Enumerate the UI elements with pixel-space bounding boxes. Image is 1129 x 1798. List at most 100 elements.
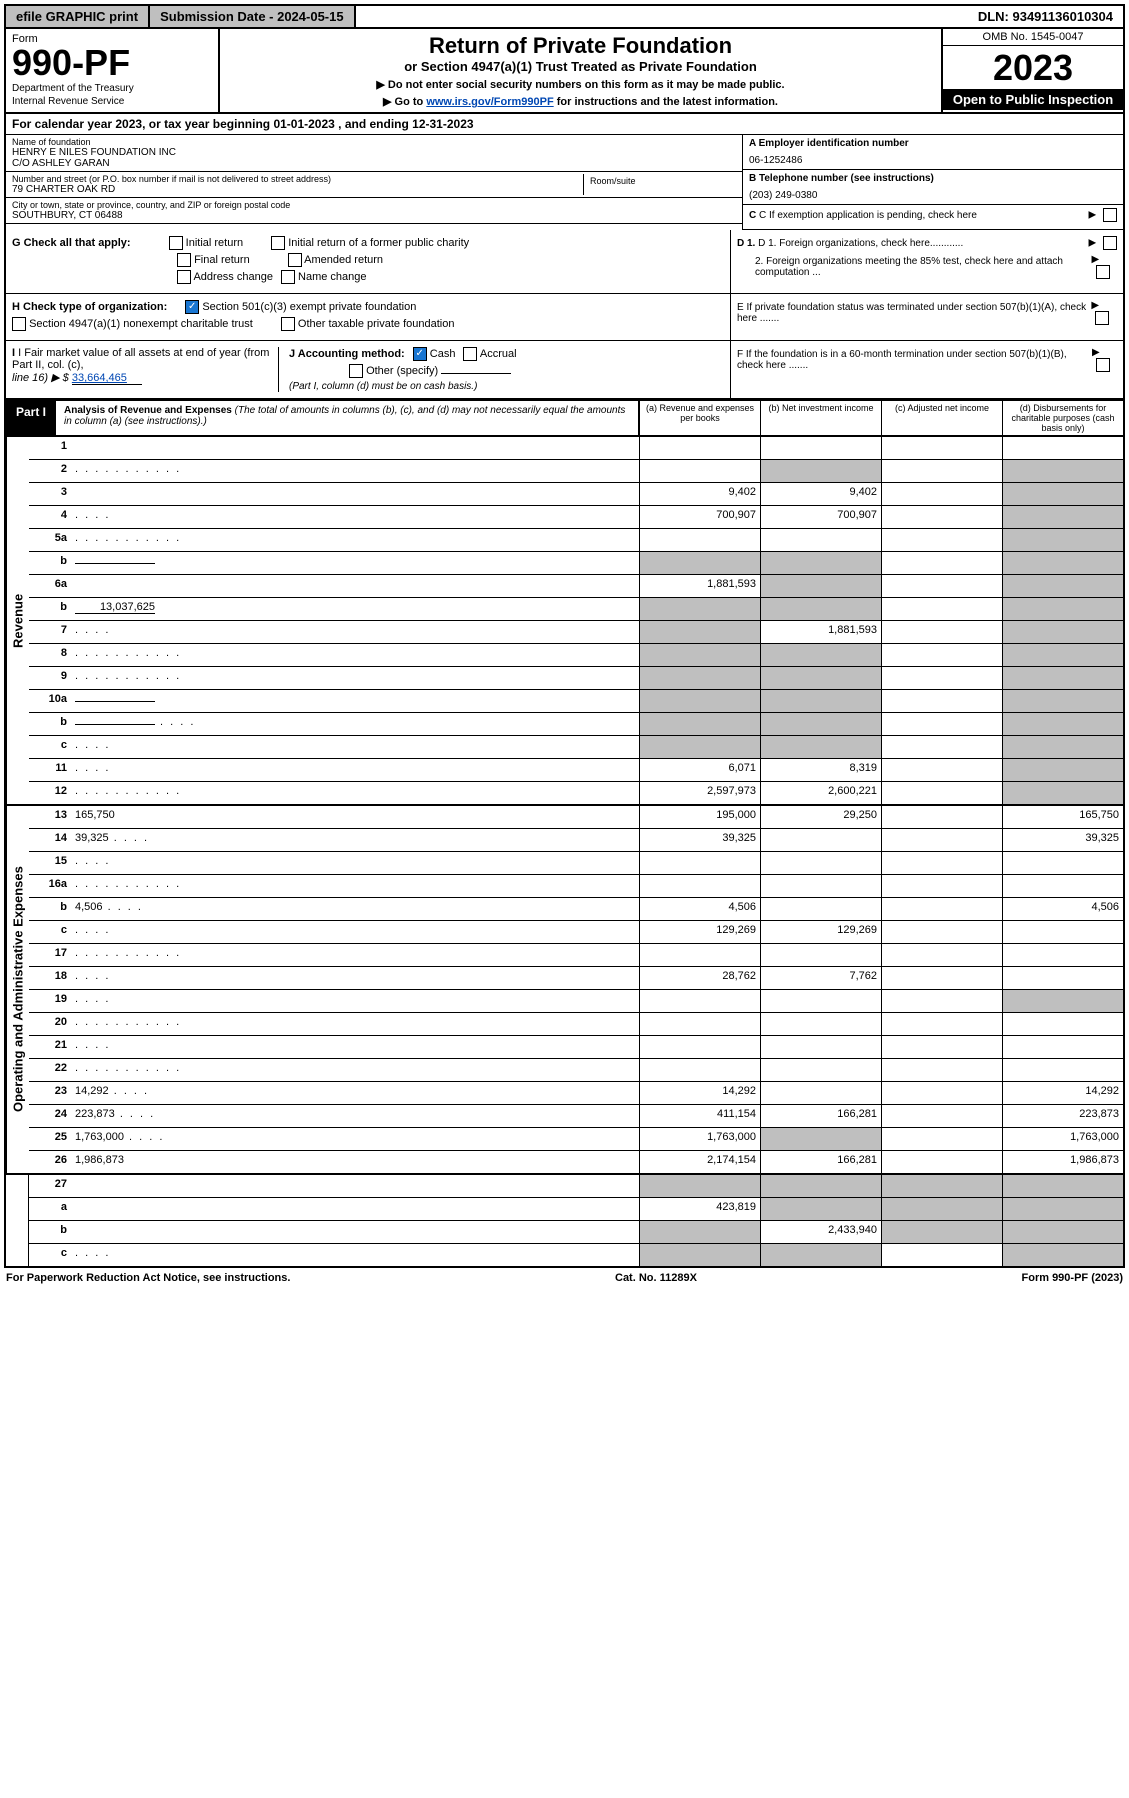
final-return-check[interactable] [177, 253, 191, 267]
ij-section: I I Fair market value of all assets at e… [4, 341, 1125, 400]
row-description: 1,986,873 [71, 1151, 639, 1173]
accrual-check[interactable] [463, 347, 477, 361]
revenue-table: Revenue 1239,4029,4024700,907700,9075ab … [4, 437, 1125, 806]
row-number: 18 [29, 967, 71, 989]
cell-col-d [1002, 598, 1123, 620]
cell-col-a [639, 529, 760, 551]
open-public: Open to Public Inspection [943, 89, 1123, 110]
row-description [71, 990, 639, 1012]
cell-col-d [1002, 967, 1123, 989]
cell-col-d [1002, 644, 1123, 666]
cell-col-c [881, 644, 1002, 666]
row-number: 9 [29, 667, 71, 689]
cell-col-b: 29,250 [760, 806, 881, 828]
cell-col-b [760, 598, 881, 620]
cell-col-c [881, 990, 1002, 1012]
cell-col-c [881, 598, 1002, 620]
g-section: G Check all that apply: Initial return I… [4, 230, 1125, 294]
top-bar: efile GRAPHIC print Submission Date - 20… [4, 4, 1125, 29]
final-table: 27a423,819b2,433,940c [4, 1175, 1125, 1268]
501c3-check[interactable]: ✓ [185, 300, 199, 314]
fmv-value[interactable]: 33,664,465 [72, 372, 142, 385]
initial-former-check[interactable] [271, 236, 285, 250]
cell-col-c [881, 690, 1002, 712]
row-number: b [29, 1221, 71, 1243]
cell-col-b [760, 460, 881, 482]
d2-check[interactable] [1096, 265, 1110, 279]
cell-col-d [1002, 1175, 1123, 1197]
row-number: 17 [29, 944, 71, 966]
cell-col-a [639, 667, 760, 689]
amended-check[interactable] [288, 253, 302, 267]
addr-change-check[interactable] [177, 270, 191, 284]
row-description [71, 944, 639, 966]
row-description [71, 759, 639, 781]
row-number: 8 [29, 644, 71, 666]
cell-col-a: 700,907 [639, 506, 760, 528]
other-method-check[interactable] [349, 364, 363, 378]
4947-check[interactable] [12, 317, 26, 331]
cell-col-b: 9,402 [760, 483, 881, 505]
table-row: 20 [29, 1013, 1123, 1036]
cell-col-b: 166,281 [760, 1151, 881, 1173]
row-number: 15 [29, 852, 71, 874]
cell-col-b [760, 644, 881, 666]
row-description [71, 690, 639, 712]
efile-button[interactable]: efile GRAPHIC print [6, 6, 150, 27]
header-left: Form 990-PF Department of the Treasury I… [6, 29, 220, 112]
row-description: 165,750 [71, 806, 639, 828]
initial-return-check[interactable] [169, 236, 183, 250]
row-number: c [29, 736, 71, 758]
row-number: 14 [29, 829, 71, 851]
table-row: 116,0718,319 [29, 759, 1123, 782]
e-section: E If private foundation status was termi… [730, 294, 1123, 340]
f-check[interactable] [1096, 358, 1110, 372]
cell-col-d: 223,873 [1002, 1105, 1123, 1127]
table-row: 251,763,0001,763,0001,763,000 [29, 1128, 1123, 1151]
d1-check[interactable] [1103, 236, 1117, 250]
row-description [71, 621, 639, 643]
cell-col-d [1002, 759, 1123, 781]
cash-check[interactable]: ✓ [413, 347, 427, 361]
cell-col-b [760, 1198, 881, 1220]
cell-col-a: 1,763,000 [639, 1128, 760, 1150]
e-check[interactable] [1095, 311, 1109, 325]
row-number: b [29, 598, 71, 620]
row-number: b [29, 898, 71, 920]
other-taxable-check[interactable] [281, 317, 295, 331]
ein-cell: A Employer identification number 06-1252… [743, 135, 1123, 170]
cell-col-b [760, 1036, 881, 1058]
table-row: b4,5064,5064,506 [29, 898, 1123, 921]
cell-col-c [881, 621, 1002, 643]
row-number: b [29, 552, 71, 574]
cell-col-d [1002, 437, 1123, 459]
page-footer: For Paperwork Reduction Act Notice, see … [4, 1268, 1125, 1288]
col-b-header: (b) Net investment income [760, 401, 881, 435]
row-description [71, 437, 639, 459]
cell-col-b: 2,433,940 [760, 1221, 881, 1243]
cell-col-a: 2,597,973 [639, 782, 760, 804]
i-fmv: I I Fair market value of all assets at e… [12, 347, 279, 392]
instr-link: ▶ Go to www.irs.gov/Form990PF for instru… [228, 95, 933, 108]
cell-col-d [1002, 875, 1123, 897]
form-number: 990-PF [12, 45, 212, 81]
dept-irs: Internal Revenue Service [12, 96, 212, 107]
cell-col-a: 195,000 [639, 806, 760, 828]
cell-col-d: 165,750 [1002, 806, 1123, 828]
cell-col-a [639, 736, 760, 758]
part-label: Part I [6, 401, 56, 435]
cell-col-c [881, 1221, 1002, 1243]
row-number: 19 [29, 990, 71, 1012]
c-checkbox[interactable] [1103, 208, 1117, 222]
cell-col-a: 14,292 [639, 1082, 760, 1104]
row-number: 22 [29, 1059, 71, 1081]
tax-year: 2023 [943, 46, 1123, 89]
irs-link[interactable]: www.irs.gov/Form990PF [426, 96, 553, 108]
row-description [71, 1198, 639, 1220]
submission-date: Submission Date - 2024-05-15 [150, 6, 356, 27]
table-row: 13165,750195,00029,250165,750 [29, 806, 1123, 829]
cell-col-b: 166,281 [760, 1105, 881, 1127]
name-change-check[interactable] [281, 270, 295, 284]
form-subtitle: or Section 4947(a)(1) Trust Treated as P… [228, 59, 933, 74]
table-row: 1828,7627,762 [29, 967, 1123, 990]
